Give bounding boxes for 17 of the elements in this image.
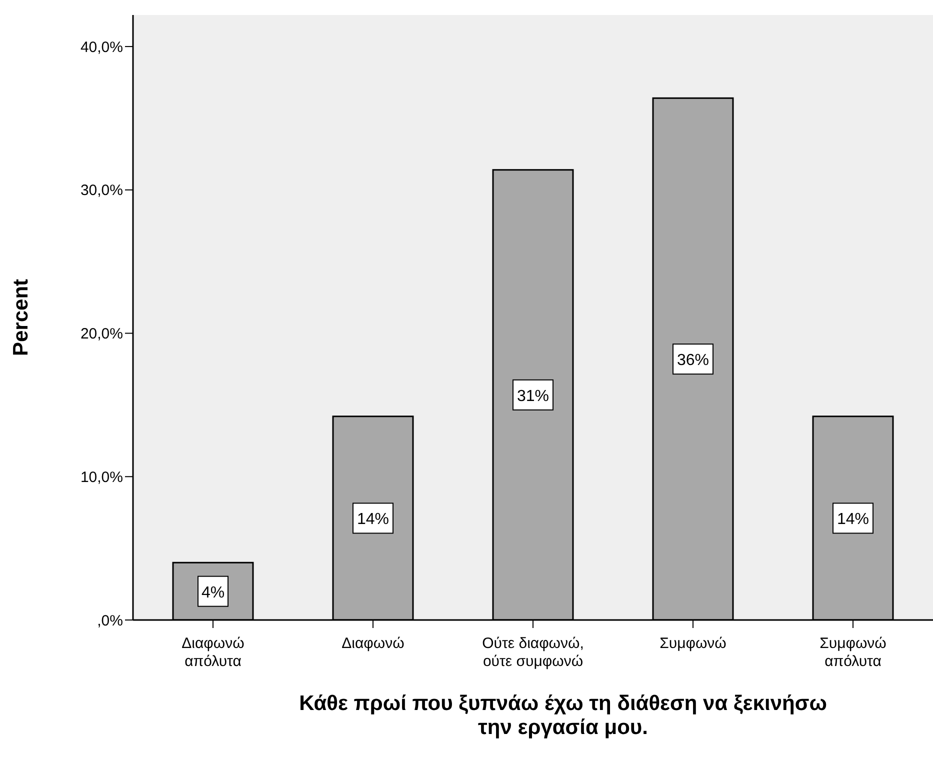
x-tick-label: Ούτε διαφωνώ, ούτε συμφωνώ — [482, 635, 584, 670]
x-axis-title: Κάθε πρωί που ξυπνάω έχω τη διάθεση να ξεκινήσω την εργασία μου. — [299, 692, 827, 739]
y-tick-label: 40,0% — [80, 38, 123, 56]
x-tick-label: Συμφωνώ — [660, 635, 727, 652]
y-tick-label: 10,0% — [80, 468, 123, 486]
x-tick-label: Διαφωνώ απόλυτα — [182, 635, 245, 670]
data-label: 14% — [836, 511, 870, 528]
y-axis-title: Percent — [9, 278, 32, 356]
y-tick-label: 20,0% — [80, 326, 123, 343]
data-label: 36% — [676, 352, 710, 370]
y-tick-label: 30,0% — [80, 182, 123, 200]
data-label: 31% — [516, 388, 550, 405]
x-tick-label: Συμφωνώ απόλυτα — [820, 635, 887, 670]
data-label: 14% — [356, 511, 390, 528]
data-label: 4% — [201, 584, 225, 602]
x-tick-label: Διαφωνώ — [342, 635, 405, 652]
y-tick-label: ,0% — [97, 612, 123, 630]
